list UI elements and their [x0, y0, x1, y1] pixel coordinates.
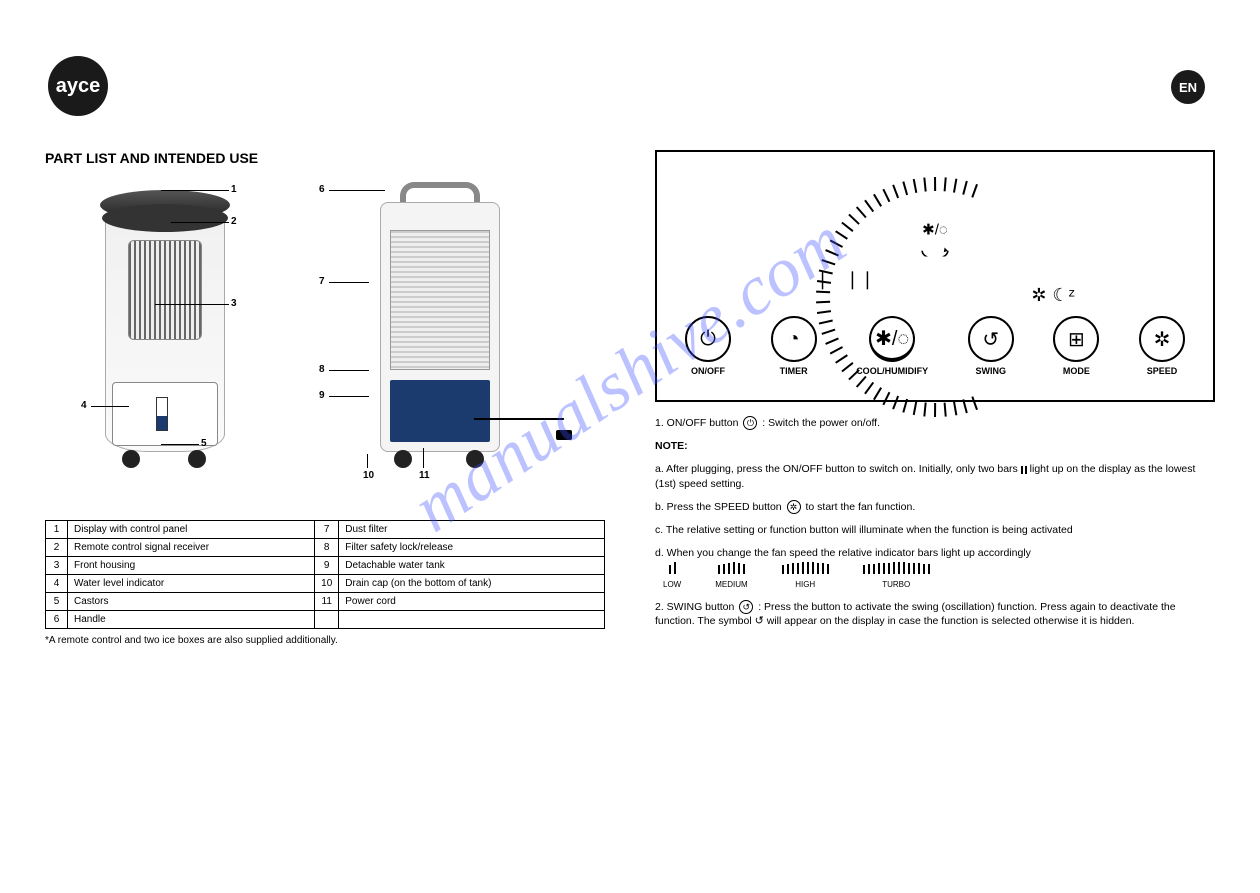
table-row: 5Castors11Power cord: [46, 593, 605, 611]
speed-icon: ✲: [787, 500, 801, 514]
mode-button: ⊞ MODE: [1053, 316, 1099, 376]
left-tick-min: ❘: [815, 269, 830, 290]
instructions-list: 1. ON/OFF button ⏻ : Switch the power on…: [655, 416, 1215, 629]
swing-button: ↺ SWING: [968, 316, 1014, 376]
timer-button-label: TIMER: [780, 366, 808, 376]
callout-5: 5: [201, 438, 207, 449]
callout-6: 6: [319, 184, 325, 195]
product-front: 1 2 3 4 5: [45, 182, 285, 502]
part-name: Detachable water tank: [339, 557, 605, 575]
part-num: 7: [315, 521, 339, 539]
section-title: PART LIST AND INTENDED USE: [45, 150, 605, 166]
table-row: 6Handle: [46, 611, 605, 629]
part-name: Display with control panel: [68, 521, 315, 539]
swing-button-circle: ↺: [968, 316, 1014, 362]
power-button-circle: ⏻: [685, 316, 731, 362]
instruction-2: 2. SWING button ↺ : Press the button to …: [655, 600, 1215, 629]
mode-button-label: MODE: [1063, 366, 1090, 376]
part-name: Drain cap (on the bottom of tank): [339, 575, 605, 593]
cool-button-label: COOL/HUMIDIFY: [856, 366, 928, 376]
lang-text: EN: [1179, 80, 1197, 95]
control-panel-diagram: ✱/◌ ✲ ☾ᶻ ❘ ❘❘ ⏻ ON/OFF ◔ TIMER ✱/◌ COOL/HUMID…: [655, 150, 1215, 402]
instruction-1a: a. After plugging, press the ON/OFF butt…: [655, 462, 1215, 490]
callout-11: 11: [419, 470, 430, 481]
instruction-1c: c. The relative setting or function butt…: [655, 523, 1215, 537]
brand-logo: ayce: [48, 56, 108, 116]
part-num: 8: [315, 539, 339, 557]
product-back: 6 7 8 9 10 11: [315, 182, 555, 502]
callout-9: 9: [319, 390, 325, 401]
table-row: 3Front housing9Detachable water tank: [46, 557, 605, 575]
table-row: 1Display with control panel7Dust filter: [46, 521, 605, 539]
cool-humid-icon: ✱/◌: [919, 221, 951, 239]
swing-icon: ↺: [739, 600, 753, 614]
part-name: Handle: [68, 611, 315, 629]
control-buttons-row: ⏻ ON/OFF ◔ TIMER ✱/◌ COOL/HUMIDIFY ↺ SWING ⊞ MODE…: [685, 316, 1185, 376]
swing-center-icon: [919, 239, 951, 257]
table-row: 2Remote control signal receiver8Filter s…: [46, 539, 605, 557]
part-num: 11: [315, 593, 339, 611]
part-num: 6: [46, 611, 68, 629]
power-button: ⏻ ON/OFF: [685, 316, 731, 376]
part-num: 3: [46, 557, 68, 575]
part-name: Front housing: [68, 557, 315, 575]
sleep-mode-icon: ☾ᶻ: [1052, 285, 1075, 306]
natural-mode-icon: ✲: [1031, 285, 1046, 306]
instruction-1b: b. Press the SPEED button ✲ to start the…: [655, 500, 1215, 514]
instruction-1d: d. When you change the fan speed the rel…: [655, 546, 1215, 591]
part-name: Power cord: [339, 593, 605, 611]
callout-10: 10: [363, 470, 374, 481]
accessories-note: *A remote control and two ice boxes are …: [45, 635, 605, 646]
part-num: 5: [46, 593, 68, 611]
table-row: 4Water level indicator10Drain cap (on th…: [46, 575, 605, 593]
part-name: Dust filter: [339, 521, 605, 539]
callout-4: 4: [81, 400, 87, 411]
lang-badge: EN: [1171, 70, 1205, 104]
timer-button: ◔ TIMER: [771, 316, 817, 376]
instruction-note-head: NOTE:: [655, 439, 1215, 453]
brand-text: ayce: [56, 75, 101, 98]
mode-button-circle: ⊞: [1053, 316, 1099, 362]
left-tick-pair: ❘❘: [845, 269, 875, 290]
part-name: Water level indicator: [68, 575, 315, 593]
part-num: 2: [46, 539, 68, 557]
instruction-1: 1. ON/OFF button ⏻ : Switch the power on…: [655, 416, 1215, 430]
speed-button-circle: ✲: [1139, 316, 1185, 362]
part-num: 9: [315, 557, 339, 575]
part-num: 4: [46, 575, 68, 593]
cool-button: ✱/◌ COOL/HUMIDIFY: [856, 316, 928, 376]
speed-level-low: LOW: [663, 562, 681, 591]
dial-center: ✱/◌: [919, 221, 951, 260]
part-name: Remote control signal receiver: [68, 539, 315, 557]
part-num: 1: [46, 521, 68, 539]
part-name: Castors: [68, 593, 315, 611]
speed-dial: ✱/◌ ✲ ☾ᶻ ❘ ❘❘: [835, 170, 1035, 300]
speed-level-turbo: TURBO: [863, 562, 930, 591]
speed-button-label: SPEED: [1147, 366, 1178, 376]
product-images: 1 2 3 4 5: [45, 182, 605, 502]
timer-button-circle: ◔: [771, 316, 817, 362]
swing-button-label: SWING: [976, 366, 1007, 376]
callout-8: 8: [319, 364, 325, 375]
speed-indicator-set: LOW MEDIUM HIGH TURBO: [663, 562, 930, 591]
callout-1: 1: [231, 184, 237, 195]
callout-7: 7: [319, 276, 325, 287]
callout-2: 2: [231, 216, 237, 227]
power-button-label: ON/OFF: [691, 366, 725, 376]
callout-3: 3: [231, 298, 237, 309]
cool-button-circle: ✱/◌: [869, 316, 915, 362]
mode-indicator-icons: ✲ ☾ᶻ: [1031, 285, 1075, 306]
part-name: Filter safety lock/release: [339, 539, 605, 557]
speed-button: ✲ SPEED: [1139, 316, 1185, 376]
parts-table: 1Display with control panel7Dust filter2…: [45, 520, 605, 629]
speed-level-medium: MEDIUM: [715, 562, 747, 591]
part-num: 10: [315, 575, 339, 593]
speed-level-high: HIGH: [782, 562, 829, 591]
power-icon: ⏻: [743, 416, 757, 430]
